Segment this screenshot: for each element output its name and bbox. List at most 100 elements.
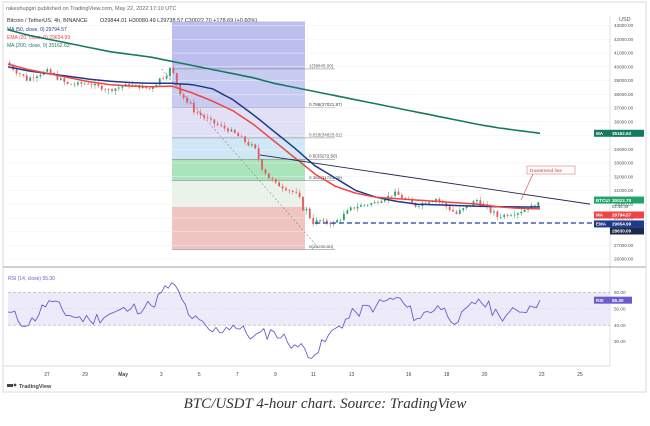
price-axis: 43000.00 42000.00 41000.00 40000.00 39000.00… xyxy=(609,16,634,366)
time-tick-label: 11 xyxy=(311,372,316,378)
candle-body xyxy=(210,118,212,120)
candle-body xyxy=(281,186,284,189)
fib-zone xyxy=(172,107,305,138)
ma200-legend: MA (200, close, 0) 35162.63 xyxy=(7,43,70,49)
tag-label-bg xyxy=(594,211,610,219)
time-tick-label: 29 xyxy=(82,372,88,378)
candle-body xyxy=(360,205,362,207)
candle-body xyxy=(520,211,523,214)
rsi-tag-label: RSI xyxy=(596,298,604,303)
ema20-line xyxy=(7,63,541,210)
candle-body xyxy=(404,198,407,199)
time-tick-label: 5 xyxy=(198,372,201,378)
rsi-tick-label: 40.00 xyxy=(614,323,626,328)
price-tick-label: 27000.00 xyxy=(614,243,634,248)
fib-level-label: 1(39845.00) xyxy=(309,63,334,68)
candle-body xyxy=(172,67,175,74)
published-line: rakeshupgiri published on TradingView.co… xyxy=(6,6,177,12)
rsi-tick-label: 30.00 xyxy=(614,339,626,344)
price-tick-label: 31000.00 xyxy=(614,188,634,193)
fib-level-label: 0(26700.00) xyxy=(309,244,334,249)
candle-body xyxy=(319,220,321,222)
fib-diagonal xyxy=(161,68,321,250)
candle-body xyxy=(165,76,168,79)
candle-body xyxy=(63,78,66,82)
fib-zone-top xyxy=(172,21,305,69)
price-tick-label: 33000.00 xyxy=(614,161,634,166)
price-tick-label: 36000.00 xyxy=(614,119,634,124)
candle-body xyxy=(302,196,304,211)
candle-body xyxy=(220,124,223,126)
tag-value: 35162.63 xyxy=(612,131,632,136)
time-tick-label: 16 xyxy=(406,372,412,378)
fib-zone-red xyxy=(172,206,305,250)
time-tick-label: 7 xyxy=(236,372,239,378)
candle-body xyxy=(452,210,454,212)
ohlc-line: O29844.01 H30080.49 L29738.57 C30022.70 … xyxy=(100,18,257,24)
candle-body xyxy=(237,132,240,137)
candle-body xyxy=(87,83,90,85)
ema20-series xyxy=(7,63,541,210)
candle-body xyxy=(100,85,103,90)
annotation-box xyxy=(526,165,576,175)
candle-body xyxy=(32,77,35,79)
candle-body xyxy=(516,213,519,215)
tag-value-bg xyxy=(610,220,644,228)
candle-body xyxy=(394,191,396,196)
price-tick-label: 43000.00 xyxy=(614,23,634,28)
candle-body xyxy=(537,202,540,207)
tag-label: BTCUSDT xyxy=(596,198,618,203)
candle-body xyxy=(134,84,137,86)
candle-body xyxy=(267,173,270,179)
candle-body xyxy=(312,218,315,225)
candle-body xyxy=(455,211,458,214)
rsi-tag-label-bg xyxy=(594,296,610,304)
tag-value: 28630.00 xyxy=(612,229,632,234)
ma50-legend: MA (50, close, 0) 29794.57 xyxy=(7,27,67,33)
rsi-pane: 60.00 50.00 40.00 30.00 RSI 55.30 xyxy=(7,282,632,359)
chart-canvas: rakeshupgiri published on TradingView.co… xyxy=(2,1,647,393)
candle-body xyxy=(435,198,437,202)
candle-body xyxy=(400,194,403,199)
candle-body xyxy=(448,206,451,211)
candle-body xyxy=(59,78,62,80)
candle-body xyxy=(199,112,202,116)
candle-body xyxy=(15,69,18,74)
downtrend-line xyxy=(259,154,591,205)
price-tick-label: 39000.00 xyxy=(614,78,634,83)
rsi-tick-label: 60.00 xyxy=(614,290,626,295)
candle-body xyxy=(523,209,526,212)
candle-body xyxy=(70,83,72,85)
candle-body xyxy=(257,148,260,160)
fib-zone-green xyxy=(172,159,305,181)
candle-body xyxy=(346,210,349,214)
candle-body xyxy=(36,76,38,78)
tag-label-bg xyxy=(594,129,610,137)
time-tick-label: May xyxy=(118,372,128,378)
candle-body xyxy=(192,102,195,113)
candle-body xyxy=(377,202,379,203)
tag-value: 30022.70 xyxy=(612,198,632,203)
candle-body xyxy=(73,84,76,86)
candle-body xyxy=(230,129,233,132)
tag-value-bg xyxy=(610,211,644,219)
candle-body xyxy=(94,83,96,86)
rsi-line xyxy=(7,282,541,359)
candle-body xyxy=(418,205,420,207)
ma50-tag: MA 29794.57 xyxy=(594,211,644,219)
candle-body xyxy=(353,207,356,209)
currency-label: USD xyxy=(619,17,631,23)
candle-body xyxy=(496,211,499,218)
fib-level-label: 0.786(37021.97) xyxy=(309,102,343,107)
ma200-tag: MA 35162.63 xyxy=(594,129,644,137)
candle-body xyxy=(308,208,311,219)
candle-body xyxy=(322,220,325,222)
candle-body xyxy=(148,88,151,89)
branding-text: TradingView xyxy=(19,384,52,390)
ma50-series xyxy=(7,66,540,208)
candle-body xyxy=(291,190,294,192)
candle-body xyxy=(22,74,25,76)
time-axis: 27 29 May 3 5 7 9 11 13 16 18 20 23 25 xyxy=(44,372,583,378)
